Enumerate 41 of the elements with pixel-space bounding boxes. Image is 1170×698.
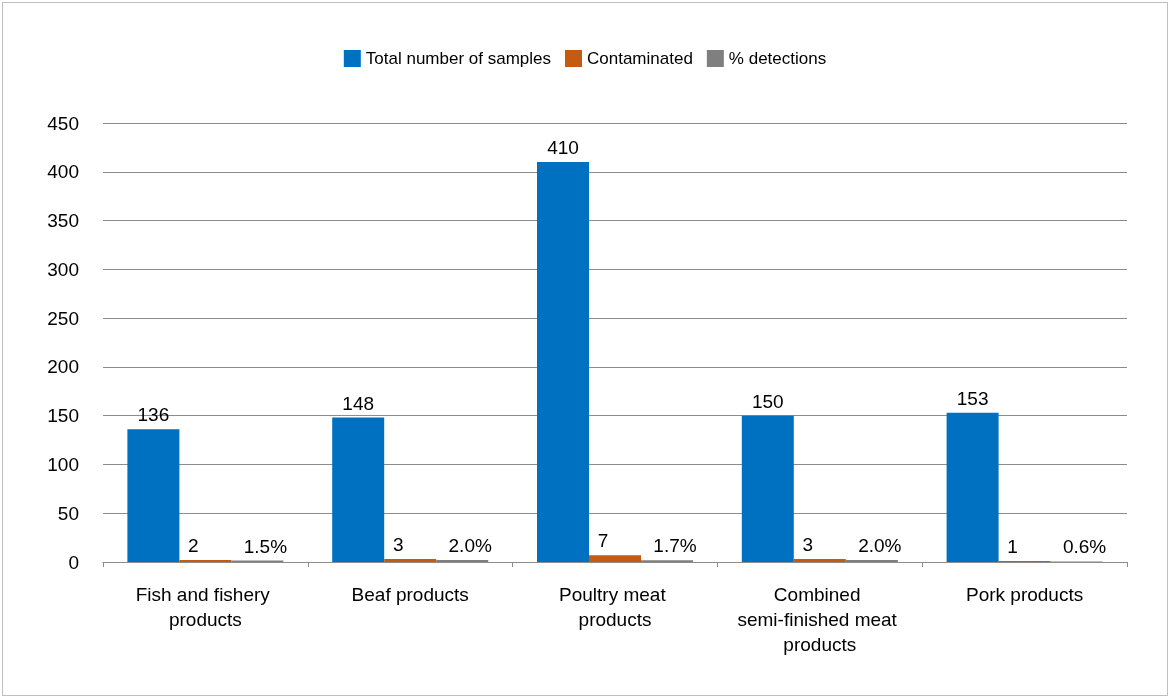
- legend-label: % detections: [728, 49, 827, 68]
- data-label: 1: [1007, 536, 1018, 558]
- x-tick-label: Beaf products: [351, 584, 469, 605]
- data-label: 136: [137, 404, 170, 426]
- data-label: 148: [342, 392, 375, 414]
- legend-label: Total number of samples: [365, 49, 552, 68]
- data-label: 150: [751, 390, 784, 412]
- x-tick-label: Combined semi-finished meat products: [737, 584, 903, 655]
- bar: [127, 429, 180, 562]
- bar: [793, 559, 846, 562]
- data-label: 410: [547, 137, 579, 159]
- y-tick-label: 150: [47, 405, 79, 427]
- data-label: 7: [597, 530, 609, 552]
- x-tick-label: Pork products: [965, 584, 1084, 605]
- y-tick-label: 400: [47, 161, 79, 183]
- y-tick-label: 450: [47, 112, 79, 134]
- y-tick-label: 350: [47, 210, 79, 232]
- data-label: 3: [802, 534, 814, 556]
- data-label: 2: [188, 535, 199, 557]
- data-label: 0.6%: [1062, 536, 1107, 558]
- y-tick-label: 50: [57, 502, 79, 524]
- bar: [946, 412, 999, 562]
- y-tick-label: 0: [68, 551, 79, 573]
- bar: [384, 559, 437, 562]
- bar: [589, 555, 641, 562]
- bar: [537, 162, 589, 562]
- data-label: 2.0%: [858, 535, 902, 557]
- y-tick-label: 100: [47, 453, 79, 475]
- data-label: 3: [392, 534, 404, 556]
- data-label: 2.0%: [448, 535, 492, 557]
- y-tick-label: 300: [47, 258, 79, 280]
- y-tick-label: 200: [47, 356, 79, 378]
- data-label: 1.7%: [653, 535, 697, 557]
- x-tick-label: Poultry meat products: [559, 584, 671, 630]
- y-tick-label: 250: [47, 307, 79, 329]
- data-label: 153: [956, 387, 989, 409]
- bar: [741, 415, 794, 562]
- legend-label: Contaminated: [587, 49, 693, 68]
- x-tick-label: Fish and fishery products: [135, 584, 276, 630]
- data-label: 1.5%: [243, 535, 288, 557]
- bar: [332, 417, 385, 562]
